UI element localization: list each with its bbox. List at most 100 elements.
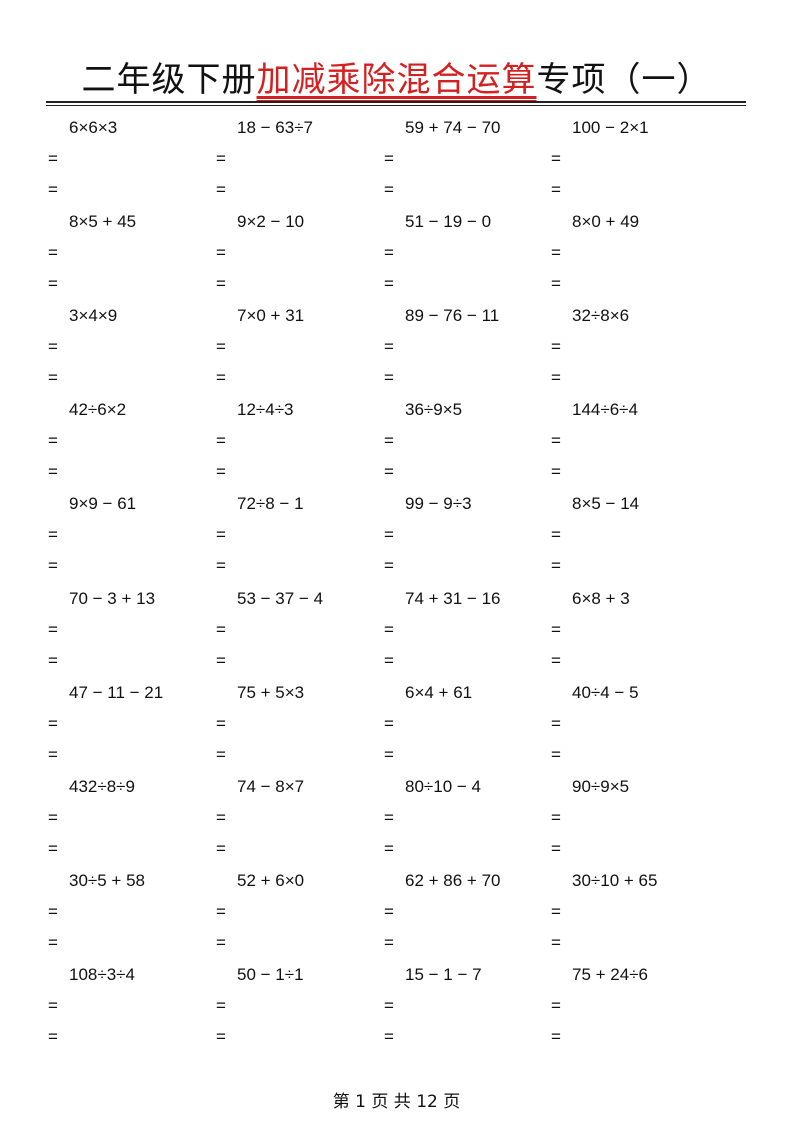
answer-line[interactable]: = <box>384 149 394 168</box>
answer-line[interactable]: = <box>216 744 226 764</box>
answer-line[interactable]: = <box>216 525 226 545</box>
answer-line[interactable]: = <box>551 525 561 545</box>
answer-line[interactable]: = <box>551 1026 561 1046</box>
problem-cell: 74 − 8×7 = = <box>216 777 384 871</box>
problem-expression: 74 − 8×7 <box>237 776 305 796</box>
answer-line[interactable]: = <box>48 838 58 858</box>
answer-line[interactable]: = <box>48 368 58 388</box>
answer-line[interactable]: = <box>384 744 394 764</box>
answer-line[interactable]: = <box>216 337 226 357</box>
answer-line[interactable]: = <box>551 713 561 733</box>
answer-line[interactable]: = <box>384 337 394 357</box>
answer-line[interactable]: = <box>48 337 58 357</box>
answer-line[interactable]: = <box>48 807 58 827</box>
answer-line[interactable]: = <box>384 525 394 545</box>
answer-line[interactable]: = <box>384 462 394 482</box>
problem-expression: 7×0 + 31 <box>237 306 305 326</box>
answer-line[interactable]: = <box>384 932 394 952</box>
answer-line[interactable]: = <box>384 807 394 827</box>
answer-line[interactable]: = <box>48 462 58 482</box>
answer-line[interactable]: = <box>216 1026 226 1046</box>
problem-expression: 62 + 86 + 70 <box>405 870 501 890</box>
answer-line[interactable]: = <box>384 556 394 576</box>
answer-line[interactable]: = <box>551 149 561 168</box>
answer-line[interactable]: = <box>48 1026 58 1046</box>
answer-line[interactable]: = <box>384 1026 394 1046</box>
page-title: 二年级下册加减乘除混合运算专项（一） <box>0 52 793 101</box>
problem-expression: 74 + 31 − 16 <box>405 588 501 608</box>
answer-line[interactable]: = <box>551 650 561 670</box>
problem-cell: 6×6×3 = = <box>48 118 216 212</box>
answer-line[interactable]: = <box>551 932 561 952</box>
answer-line[interactable]: = <box>551 995 561 1015</box>
problem-cell: 62 + 86 + 70 = = <box>384 871 552 965</box>
answer-line[interactable]: = <box>216 995 226 1015</box>
answer-line[interactable]: = <box>216 619 226 639</box>
answer-line[interactable]: = <box>216 180 226 199</box>
answer-line[interactable]: = <box>48 274 58 294</box>
answer-line[interactable]: = <box>216 901 226 921</box>
answer-line[interactable]: = <box>384 619 394 639</box>
answer-line[interactable]: = <box>48 744 58 764</box>
answer-line[interactable]: = <box>48 901 58 921</box>
answer-line[interactable]: = <box>48 149 58 168</box>
answer-line[interactable]: = <box>48 932 58 952</box>
answer-line[interactable]: = <box>551 368 561 388</box>
answer-line[interactable]: = <box>216 462 226 482</box>
answer-line[interactable]: = <box>551 462 561 482</box>
answer-line[interactable]: = <box>216 243 226 263</box>
answer-line[interactable]: = <box>216 650 226 670</box>
answer-line[interactable]: = <box>48 243 58 263</box>
answer-line[interactable]: = <box>384 180 394 199</box>
answer-line[interactable]: = <box>216 713 226 733</box>
answer-line[interactable]: = <box>551 901 561 921</box>
problem-cell: 9×9 − 61 = = <box>48 494 216 588</box>
answer-line[interactable]: = <box>384 995 394 1015</box>
problem-expression: 30÷5 + 58 <box>69 870 145 890</box>
answer-line[interactable]: = <box>48 713 58 733</box>
answer-line[interactable]: = <box>48 525 58 545</box>
answer-line[interactable]: = <box>551 337 561 357</box>
answer-line[interactable]: = <box>384 274 394 294</box>
answer-line[interactable]: = <box>216 149 226 168</box>
problem-cell: 50 − 1÷1 = = <box>216 965 384 1059</box>
problem-cell: 47 − 11 − 21 = = <box>48 683 216 777</box>
answer-line[interactable]: = <box>551 274 561 294</box>
answer-line[interactable]: = <box>384 368 394 388</box>
problem-cell: 7×0 + 31 = = <box>216 306 384 400</box>
problem-cell: 432÷8÷9 = = <box>48 777 216 871</box>
answer-line[interactable]: = <box>216 556 226 576</box>
answer-line[interactable]: = <box>551 619 561 639</box>
answer-line[interactable]: = <box>216 274 226 294</box>
answer-line[interactable]: = <box>216 932 226 952</box>
answer-line[interactable]: = <box>48 995 58 1015</box>
answer-line[interactable]: = <box>384 650 394 670</box>
answer-line[interactable]: = <box>48 650 58 670</box>
answer-line[interactable]: = <box>384 243 394 263</box>
answer-line[interactable]: = <box>384 431 394 451</box>
problem-expression: 40÷4 − 5 <box>572 682 639 702</box>
answer-line[interactable]: = <box>48 619 58 639</box>
answer-line[interactable]: = <box>551 243 561 263</box>
answer-line[interactable]: = <box>48 556 58 576</box>
answer-line[interactable]: = <box>384 713 394 733</box>
answer-line[interactable]: = <box>216 838 226 858</box>
problem-cell: 75 + 24÷6 = = <box>551 965 719 1059</box>
problem-cell: 100 − 2×1 = = <box>551 118 719 212</box>
title-prefix: 二年级下册 <box>81 60 257 100</box>
answer-line[interactable]: = <box>384 901 394 921</box>
answer-line[interactable]: = <box>551 838 561 858</box>
answer-line[interactable]: = <box>384 838 394 858</box>
answer-line[interactable]: = <box>48 431 58 451</box>
answer-line[interactable]: = <box>551 556 561 576</box>
answer-line[interactable]: = <box>551 807 561 827</box>
answer-line[interactable]: = <box>216 368 226 388</box>
answer-line[interactable]: = <box>551 180 561 199</box>
problem-expression: 75 + 5×3 <box>237 682 305 702</box>
answer-line[interactable]: = <box>216 431 226 451</box>
problem-expression: 108÷3÷4 <box>69 964 135 984</box>
answer-line[interactable]: = <box>551 744 561 764</box>
answer-line[interactable]: = <box>216 807 226 827</box>
answer-line[interactable]: = <box>48 180 58 199</box>
answer-line[interactable]: = <box>551 431 561 451</box>
